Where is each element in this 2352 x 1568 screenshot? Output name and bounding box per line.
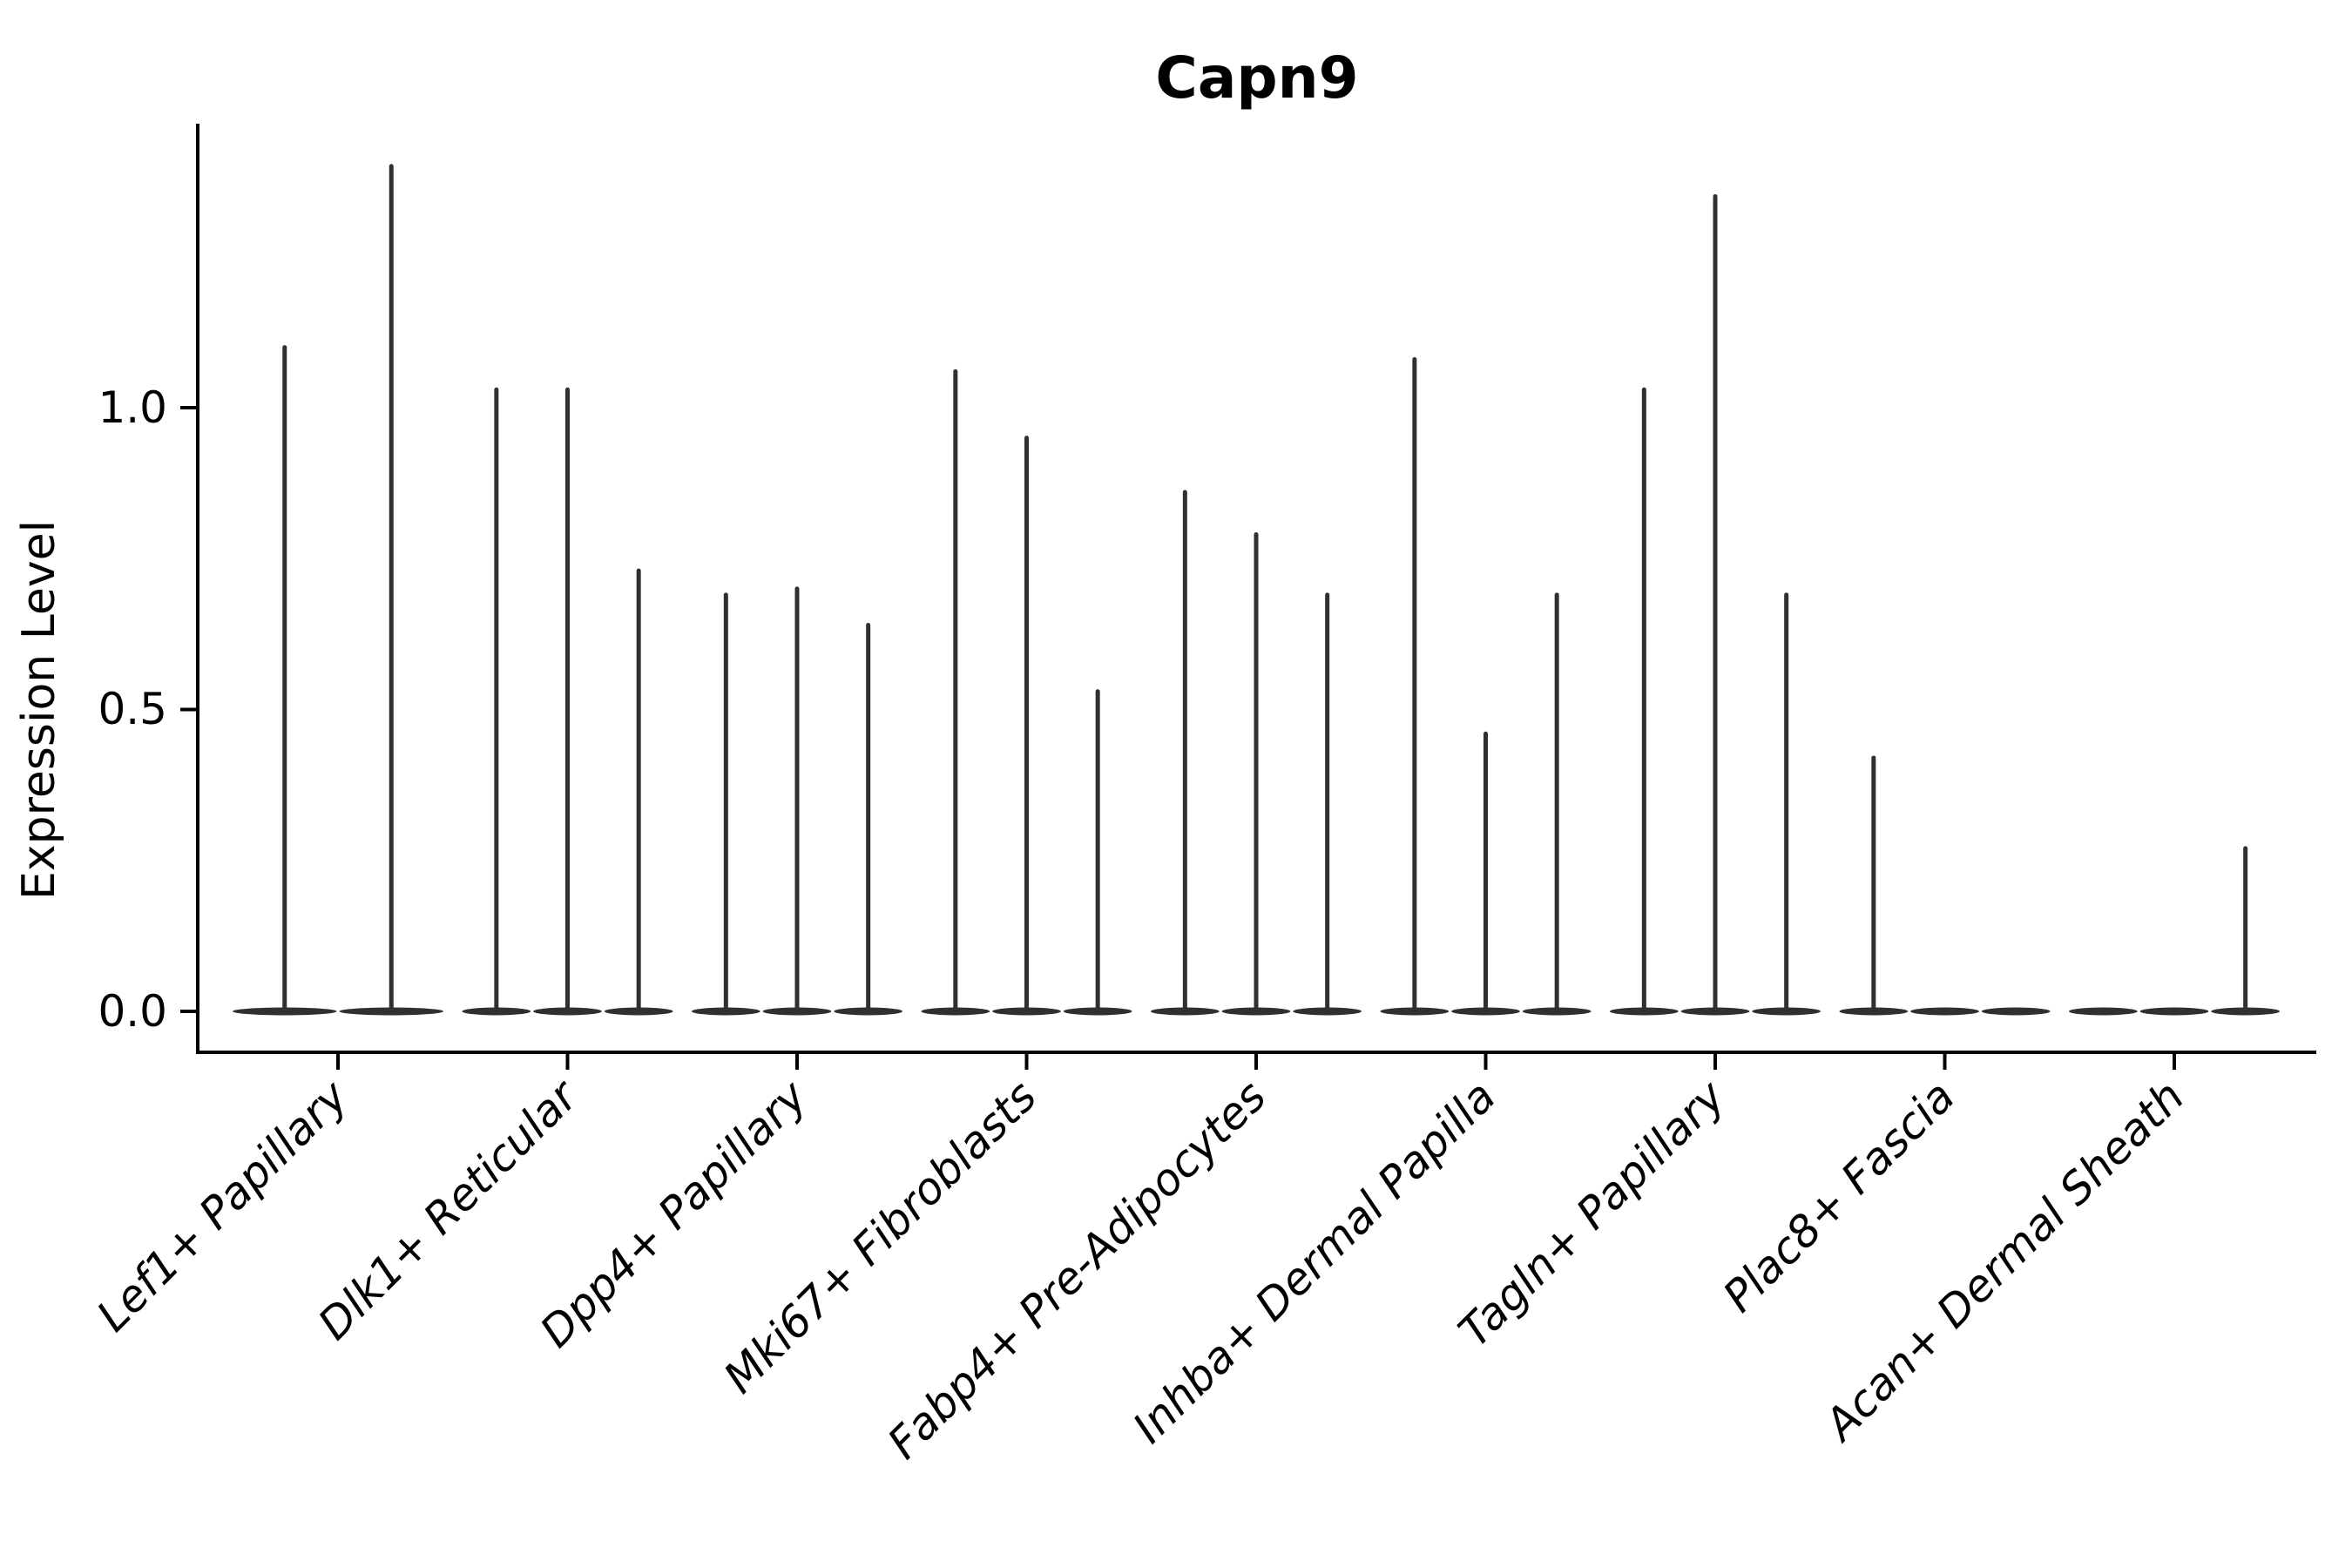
x-tick-label: Plac8+ Fascia [1713,1071,1964,1321]
y-tick-label-0: 0.0 [98,986,167,1037]
x-tick-label: Lef1+ Papillary [87,1070,358,1341]
chart-title: Capn9 [1155,44,1358,112]
x-tick-label: Inhba+ Dermal Papilla [1124,1071,1505,1452]
axis-ticks [180,406,2176,1070]
violin-body [1981,1007,2051,1016]
y-axis-label: Expression Level [13,520,65,900]
x-tick-label: Fabp4+ Pre-Adipocytes [878,1071,1276,1469]
violins [233,164,2281,1016]
violin-body [1910,1007,1979,1016]
y-tick-label-05: 0.5 [98,684,167,734]
violin-body [2139,1007,2209,1016]
y-tick-label-1: 1.0 [98,382,167,433]
y-tick-labels: 0.0 0.5 1.0 [98,382,167,1037]
violin-body [2069,1007,2138,1016]
